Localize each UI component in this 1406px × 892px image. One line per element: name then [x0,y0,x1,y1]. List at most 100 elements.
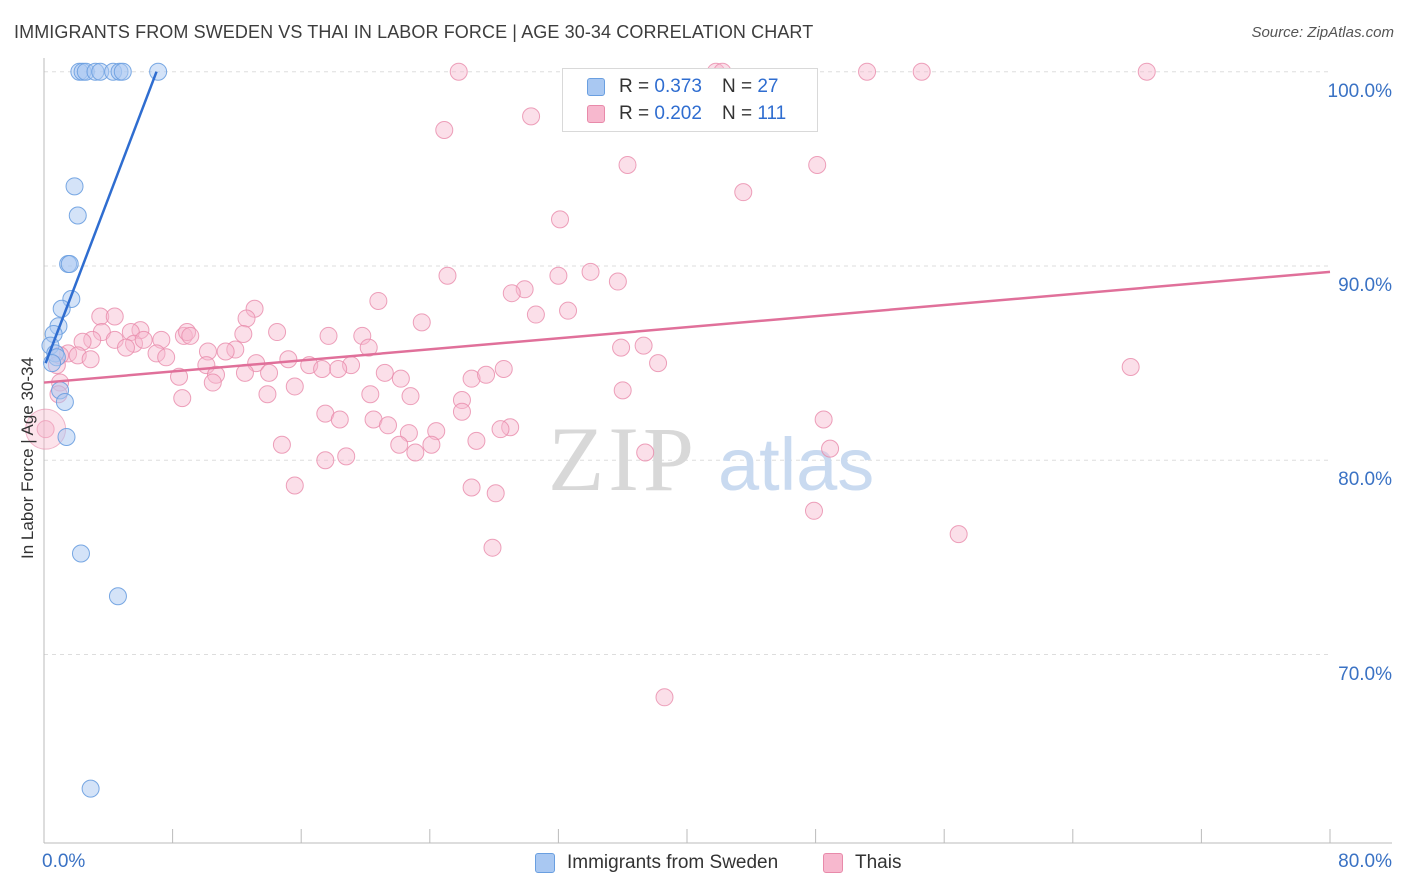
sweden-point [149,62,168,81]
legend-row-sweden: R = 0.373 N = 27 [587,75,778,99]
sweden-point [68,206,87,225]
thai-series [25,62,1156,707]
sweden-point [60,255,79,274]
thai-point [329,359,348,378]
thai-point [73,332,92,351]
thai-point [316,451,335,470]
thai-point [272,435,291,454]
thai-point [399,424,418,443]
thai-point [361,385,380,404]
thai-point [655,688,674,707]
y-axis-label: In Labor Force | Age 30-34 [18,357,37,559]
legend-thai-label: Thais [855,852,902,873]
thai-point [369,291,388,310]
thai-point [649,354,668,373]
thai-n-label: N = [721,103,753,124]
thai-point [804,501,823,520]
sweden-r-label: R = [619,76,650,97]
watermark-atlas: atlas [718,423,874,506]
thai-point [337,447,356,466]
thai-point [551,210,570,229]
thai-point [81,350,100,369]
thai-point [285,476,304,495]
thai-point [858,62,877,81]
series-legend: Immigrants from Sweden Thais [0,852,1406,878]
thai-point [467,431,486,450]
thai-point [634,336,653,355]
thai-point [581,262,600,281]
thai-point [375,363,394,382]
axes [43,58,1392,844]
thai-point [435,120,454,139]
thai-n-value: 111 [757,103,787,124]
legend-item-thai[interactable]: Thais [823,852,901,874]
thai-point [234,324,253,343]
thai-point [353,326,372,345]
thai-point [285,377,304,396]
thai-point [618,155,637,174]
thai-point [449,62,468,81]
sweden-point [71,544,90,563]
thai-swatch [587,105,605,123]
thai-point [391,369,410,388]
thai-point [502,284,521,303]
thai-point [279,350,298,369]
thai-point [198,342,217,361]
thai-point [636,443,655,462]
sweden-series [41,62,168,798]
thai-point [452,402,471,421]
thai-point [134,330,153,349]
thai-point [173,389,192,408]
legend-item-sweden[interactable]: Immigrants from Sweden [535,852,778,874]
thai-point [152,330,171,349]
legend-sweden-swatch [535,853,555,873]
thai-point [258,385,277,404]
x-tick-label: 80.0% [1338,851,1392,872]
correlation-legend: R = 0.373 N = 27 R = 0.202 N = 111 [562,68,818,132]
thai-point [406,443,425,462]
sweden-n-value: 27 [757,76,779,97]
sweden-r-value: 0.373 [654,76,702,97]
thai-point [912,62,931,81]
thai-point [359,338,378,357]
thai-point [1121,358,1140,377]
thai-point [147,344,166,363]
thai-point [422,435,441,454]
thai-point [808,155,827,174]
y-tick-label: 70.0% [1338,663,1392,685]
sweden-point [55,392,74,411]
thai-point [390,435,409,454]
thai-point [462,478,481,497]
thai-point [494,359,513,378]
y-tick-label: 80.0% [1338,469,1392,491]
thai-point [734,183,753,202]
thai-point [559,301,578,320]
thai-r-value: 0.202 [654,103,702,124]
thai-point [36,420,55,439]
thai-point [483,538,502,557]
sweden-swatch [587,78,605,96]
thai-point [116,338,135,357]
thai-trend-line [43,270,1331,384]
sweden-n-label: N = [721,76,753,97]
y-tick-label: 100.0% [1327,80,1392,102]
thai-point [260,363,279,382]
sweden-trend-line [44,71,158,364]
sweden-point [81,779,100,798]
x-tick-label: 0.0% [42,851,86,872]
thai-point [526,305,545,324]
thai-point [319,326,338,345]
source-credit: Source: ZipAtlas.com [1251,24,1394,41]
legend-row-thai: R = 0.202 N = 111 [587,102,786,126]
thai-point [203,373,222,392]
chart-title: IMMIGRANTS FROM SWEDEN VS THAI IN LABOR … [14,22,814,42]
thai-point [157,348,176,367]
thai-point [438,266,457,285]
y-tick-label: 90.0% [1338,274,1392,296]
thai-point [462,369,481,388]
thai-point [427,422,446,441]
thai-point [105,307,124,326]
thai-point [379,416,398,435]
legend-sweden-label: Immigrants from Sweden [567,852,779,873]
legend-thai-swatch [823,853,843,873]
